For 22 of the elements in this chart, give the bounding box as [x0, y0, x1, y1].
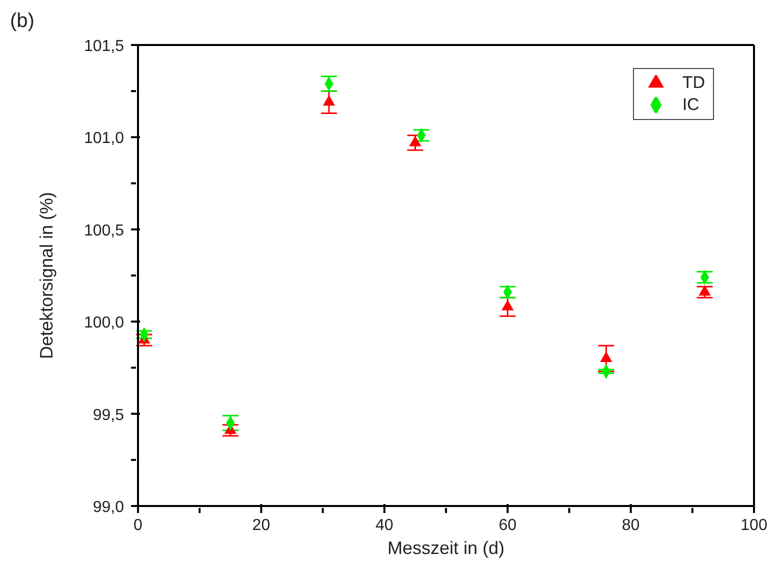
x-tick-label: 40	[376, 517, 394, 534]
x-tick-label: 80	[622, 517, 640, 534]
point	[600, 351, 612, 362]
y-tick-label: 99,5	[92, 406, 124, 424]
point	[409, 136, 422, 146]
y-tick-label: 100,0	[84, 314, 124, 332]
y-tick-label: 101,5	[84, 38, 124, 55]
x-tick-label: 100	[740, 517, 768, 534]
x-tick-label: 60	[498, 517, 517, 534]
point	[322, 95, 336, 106]
x-axis-title: Messzeit in (d)	[387, 538, 505, 558]
x-tick-label: 0	[134, 517, 143, 534]
chart-title: (b)	[10, 10, 34, 33]
y-tick-label: 99,0	[92, 499, 124, 516]
y-tick-label: 100,5	[84, 222, 124, 240]
legend-label: IC	[682, 94, 700, 116]
x-tick-label: 20	[252, 517, 270, 534]
point	[698, 285, 711, 296]
y-tick-label: 101,0	[84, 130, 124, 148]
y-axis-title: Detektorsignal in (%)	[36, 192, 56, 360]
legend-label: TD	[682, 72, 705, 94]
point	[502, 300, 514, 310]
